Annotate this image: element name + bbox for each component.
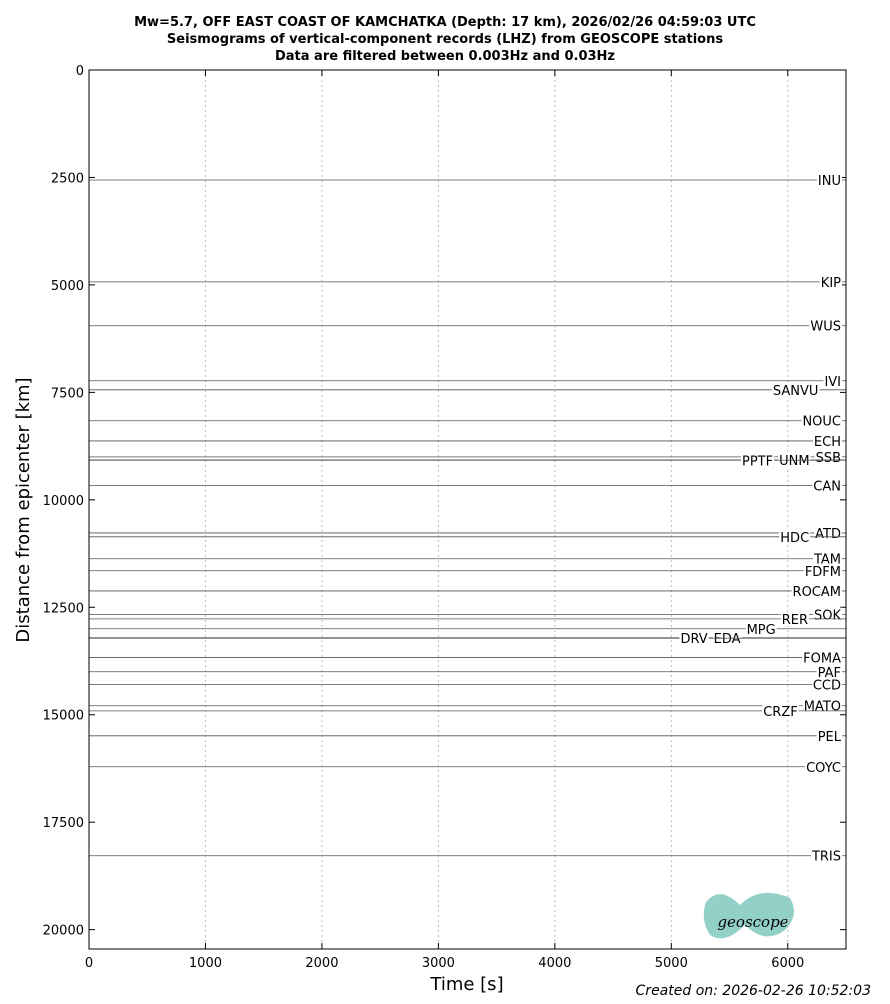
logo-shape bbox=[703, 892, 794, 939]
station-label: INU bbox=[818, 174, 841, 189]
logo: geoscope bbox=[703, 892, 794, 939]
station-label-bg bbox=[812, 478, 842, 493]
station-label: CAN bbox=[813, 480, 841, 495]
station-label-bg bbox=[805, 759, 842, 774]
station-label: COYC bbox=[806, 761, 841, 776]
station-label-bg bbox=[802, 698, 842, 713]
station-label-bg bbox=[803, 563, 842, 578]
station-label-bg bbox=[771, 382, 820, 397]
station-label-bg bbox=[778, 452, 811, 467]
chart-title: Mw=5.7, OFF EAST COAST OF KAMCHATKA (Dep… bbox=[134, 15, 756, 30]
station-label: HDC bbox=[780, 531, 809, 546]
station-label-bg bbox=[809, 318, 842, 333]
station-label-bg bbox=[745, 621, 777, 636]
station-label-bg bbox=[791, 583, 842, 598]
station-label: TRIS bbox=[811, 850, 841, 865]
station-label: RER bbox=[782, 613, 808, 628]
station-label: MATO bbox=[804, 700, 841, 715]
x-tick-label: 4000 bbox=[538, 956, 571, 971]
station-label-bg bbox=[811, 677, 842, 692]
station-label-bg bbox=[780, 611, 809, 626]
x-axis-label: Time [s] bbox=[429, 974, 503, 995]
station-label-bg bbox=[802, 650, 842, 665]
station-label: KIP bbox=[821, 276, 841, 291]
station-label: MPG bbox=[747, 623, 776, 638]
x-tick-label: 6000 bbox=[771, 956, 804, 971]
y-axis-label: Distance from epicenter [km] bbox=[13, 377, 34, 642]
station-label-bg bbox=[812, 551, 842, 566]
chart-subtitle: Seismograms of vertical-component record… bbox=[167, 32, 723, 47]
station-label-bg bbox=[819, 274, 842, 289]
station-label: UNM bbox=[779, 454, 809, 469]
station-label-bg bbox=[816, 173, 842, 188]
station-label-bg bbox=[816, 728, 842, 743]
station-label-bg bbox=[740, 453, 775, 468]
station-label: ECH bbox=[814, 435, 841, 450]
station-label: IVI bbox=[824, 375, 841, 390]
station-label: FOMA bbox=[803, 652, 841, 667]
station-label-bg bbox=[801, 413, 842, 428]
station-label: EDA bbox=[714, 632, 741, 647]
station-label: ROCAM bbox=[793, 585, 841, 600]
y-tick-label: 7500 bbox=[51, 386, 84, 401]
logo-text: geoscope bbox=[717, 913, 788, 931]
y-tick-label: 10000 bbox=[43, 494, 84, 509]
x-tick-label: 1000 bbox=[189, 956, 222, 971]
station-label-bg bbox=[823, 373, 842, 388]
station-label: ATD bbox=[815, 527, 841, 542]
station-label-bg bbox=[816, 664, 842, 679]
station-label: SSB bbox=[816, 451, 841, 466]
station-label: SANVU bbox=[773, 384, 819, 399]
footer: Created on: 2026-02-26 10:52:03 bbox=[636, 983, 871, 999]
station-label: PEL bbox=[818, 730, 842, 745]
station-label-bg bbox=[812, 433, 842, 448]
station-label-bg bbox=[812, 607, 842, 622]
y-tick-label: 17500 bbox=[43, 816, 84, 831]
station-label: PAF bbox=[818, 666, 841, 681]
x-tick-label: 0 bbox=[85, 956, 93, 971]
station-label: FDFM bbox=[805, 565, 841, 580]
station-label: NOUC bbox=[802, 415, 841, 430]
y-tick-label: 2500 bbox=[51, 171, 84, 186]
station-label: DRV bbox=[680, 632, 707, 647]
station-label: WUS bbox=[810, 320, 841, 335]
y-tick-label: 12500 bbox=[43, 601, 84, 616]
y-tick-label: 15000 bbox=[43, 709, 84, 724]
station-label-bg bbox=[679, 631, 709, 646]
chart-subtitle: Data are filtered between 0.003Hz and 0.… bbox=[275, 49, 615, 64]
x-tick-label: 5000 bbox=[655, 956, 688, 971]
x-tick-label: 2000 bbox=[305, 956, 338, 971]
plot-frame bbox=[88, 69, 847, 950]
station-label: CRZF bbox=[763, 705, 798, 720]
station-label-bg bbox=[779, 529, 811, 544]
y-tick-label: 20000 bbox=[43, 924, 84, 939]
station-label: PPTF bbox=[742, 454, 773, 469]
station-label-bg bbox=[762, 703, 799, 718]
station-label: SOK bbox=[814, 609, 841, 624]
station-label-bg bbox=[810, 848, 842, 863]
station-label: CCD bbox=[813, 679, 841, 694]
y-tick-label: 5000 bbox=[51, 279, 84, 294]
station-label-bg bbox=[712, 630, 742, 645]
x-tick-label: 3000 bbox=[422, 956, 455, 971]
y-tick-label: 0 bbox=[76, 64, 84, 79]
